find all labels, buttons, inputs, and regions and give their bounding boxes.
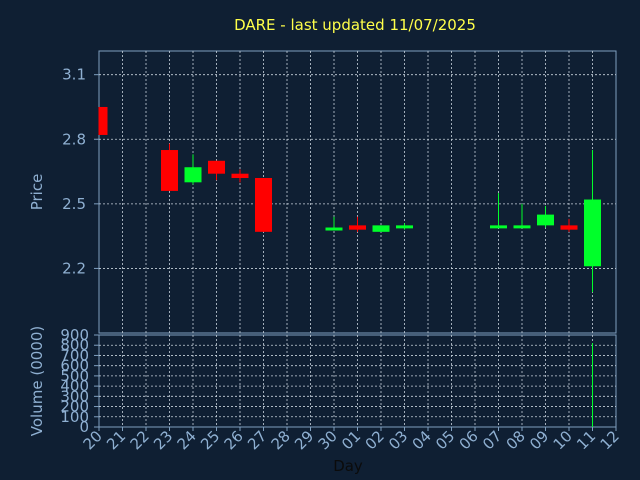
candle-body bbox=[99, 106, 108, 135]
x-tick-label: 07 bbox=[479, 427, 505, 453]
price-axis-label: Price bbox=[28, 174, 46, 211]
candle-up bbox=[184, 154, 202, 185]
price-tick-label: 2.5 bbox=[62, 195, 86, 213]
candle-body bbox=[513, 225, 531, 229]
candle-body bbox=[325, 227, 343, 231]
volume-tick-label: 200 bbox=[60, 398, 89, 416]
candle-down bbox=[161, 143, 178, 191]
volume-tick-label: 500 bbox=[60, 367, 89, 385]
volume-tick-label: 300 bbox=[60, 387, 89, 405]
candle-down bbox=[349, 216, 366, 232]
x-tick-label: 09 bbox=[526, 427, 552, 453]
candle-up bbox=[490, 193, 507, 229]
volume-axis-label: Volume (0000) bbox=[28, 326, 46, 436]
x-tick-label: 25 bbox=[197, 427, 223, 453]
candle-up bbox=[396, 223, 413, 230]
volume-tick-label: 800 bbox=[60, 336, 89, 354]
chart-title: DARE - last updated 11/07/2025 bbox=[234, 16, 476, 34]
x-tick-label: 11 bbox=[573, 427, 599, 453]
x-tick-label: 10 bbox=[550, 427, 576, 453]
candle-body bbox=[349, 225, 366, 230]
candle-down bbox=[560, 218, 578, 232]
x-tick-label: 22 bbox=[127, 427, 153, 453]
x-tick-label: 24 bbox=[174, 427, 200, 453]
volume-tick-label: 700 bbox=[60, 346, 89, 364]
price-tick-label: 2.8 bbox=[62, 130, 86, 148]
x-tick-label: 04 bbox=[409, 427, 435, 453]
volume-tick-label: 100 bbox=[60, 408, 89, 426]
volume-tick-label: 0 bbox=[79, 418, 89, 436]
candle-up bbox=[372, 225, 390, 232]
x-tick-label: 03 bbox=[385, 427, 411, 453]
candle-body bbox=[396, 225, 413, 229]
x-tick-label: 21 bbox=[103, 427, 129, 453]
candle-body bbox=[184, 167, 202, 183]
candle-body bbox=[537, 214, 554, 226]
candle-body bbox=[584, 199, 601, 267]
volume-tick-label: 400 bbox=[60, 377, 89, 395]
x-tick-label: 08 bbox=[503, 427, 529, 453]
x-tick-label: 06 bbox=[456, 427, 482, 453]
x-tick-label: 23 bbox=[150, 427, 176, 453]
x-tick-label: 30 bbox=[315, 427, 341, 453]
volume-tick-label: 900 bbox=[60, 326, 89, 344]
x-tick-label: 05 bbox=[432, 427, 458, 453]
candle-down bbox=[255, 178, 272, 232]
price-y-ticks: 2.2 2.5 2.8 3.1 bbox=[62, 66, 99, 277]
x-tick-label: 12 bbox=[597, 427, 623, 453]
x-tick-label: 02 bbox=[362, 427, 388, 453]
x-axis-ticks: 2021222324252627282930010203040506070809… bbox=[80, 427, 623, 453]
candle-up bbox=[537, 205, 554, 228]
x-tick-label: 01 bbox=[338, 427, 364, 453]
candle-up bbox=[584, 150, 601, 293]
volume-tick-label: 600 bbox=[60, 357, 89, 375]
candle-body bbox=[560, 225, 578, 230]
candle-down bbox=[98, 106, 108, 135]
price-panel: 2.2 2.5 2.8 3.1 bbox=[62, 50, 617, 334]
candle-body bbox=[231, 173, 249, 179]
candle-up bbox=[325, 216, 343, 231]
x-tick-label: 29 bbox=[291, 427, 317, 453]
candles bbox=[98, 106, 601, 293]
x-tick-label: 27 bbox=[244, 427, 270, 453]
candle-body bbox=[372, 225, 390, 232]
x-tick-label: 26 bbox=[221, 427, 247, 453]
x-tick-label: 28 bbox=[268, 427, 294, 453]
candle-down bbox=[231, 169, 249, 183]
price-tick-label: 2.2 bbox=[62, 259, 86, 277]
candle-body bbox=[490, 225, 507, 229]
candle-up bbox=[513, 203, 531, 229]
candle-body bbox=[161, 150, 178, 191]
candle-body bbox=[255, 178, 272, 232]
candle-body bbox=[208, 160, 225, 174]
candle-down bbox=[208, 160, 225, 181]
x-axis-label: Day bbox=[333, 457, 363, 475]
price-tick-label: 3.1 bbox=[62, 66, 86, 84]
